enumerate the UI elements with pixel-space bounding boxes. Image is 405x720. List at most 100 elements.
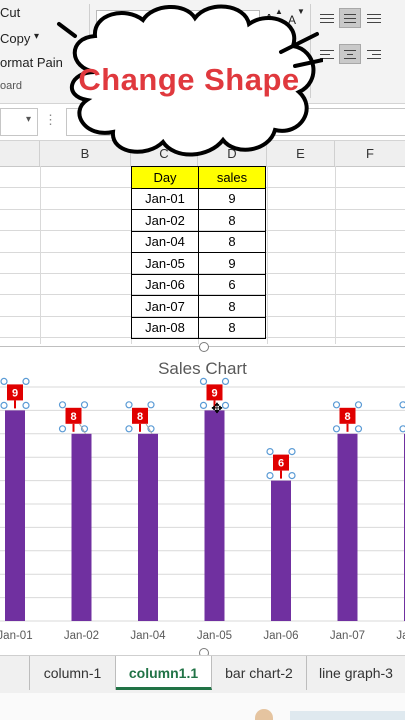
status-bar	[0, 693, 405, 720]
cut-button[interactable]: Cut	[0, 5, 21, 20]
tab-line-graph-3[interactable]: line graph-3	[319, 665, 393, 681]
chart-bar	[138, 433, 158, 621]
label-selection-handle	[266, 472, 274, 480]
sales-chart[interactable]: Sales Chart Jan-01 9 Jan-02 8 Jan-04 8 Jan-05 9…	[0, 342, 405, 658]
table-row: Jan-02 8	[131, 209, 266, 232]
data-label-text: 9	[12, 387, 18, 399]
taskbar-strip	[290, 711, 405, 720]
leader-line	[145, 423, 153, 435]
align-middle-button[interactable]	[339, 8, 361, 28]
label-selection-handle	[22, 401, 30, 410]
callout-spike	[279, 32, 319, 54]
chart-category-label: Jan-01	[0, 630, 33, 642]
copy-button[interactable]: Copy	[0, 31, 31, 46]
label-selection-handle	[0, 401, 8, 410]
chart-category-label: Jan-07	[330, 630, 365, 642]
table-header-day[interactable]: Day	[131, 166, 199, 189]
label-selection-handle	[399, 425, 405, 433]
sales-cell[interactable]: 8	[198, 316, 266, 339]
align-left-button[interactable]	[316, 44, 338, 64]
move-cursor-icon: ✥	[211, 400, 223, 416]
data-label-shape	[273, 454, 289, 471]
label-selection-handle	[332, 401, 341, 409]
chart-bar	[271, 480, 291, 621]
label-selection-handle	[22, 377, 30, 386]
table-row: Jan-04 8	[131, 230, 266, 253]
data-label-shape	[339, 407, 356, 424]
align-top-button[interactable]	[316, 8, 338, 28]
label-selection-handle	[221, 401, 230, 410]
clipboard-group-label: oard	[0, 80, 23, 92]
tab-column1-1[interactable]: column1.1	[116, 656, 212, 690]
callout-text: Change Shape	[78, 62, 300, 97]
day-cell[interactable]: Jan-02	[131, 209, 199, 232]
data-table: Day sales Jan-01 9 Jan-02 8 Jan-04 8 Jan-05…	[131, 166, 266, 339]
label-selection-handle	[266, 447, 274, 456]
sales-cell[interactable]: 6	[198, 273, 266, 296]
table-row: Jan-06 6	[131, 273, 266, 296]
copy-dropdown-icon[interactable]: ▾	[34, 31, 40, 42]
chart-title[interactable]: Sales Chart	[158, 359, 247, 378]
name-box-dropdown-icon[interactable]: ▾	[25, 114, 31, 125]
leader-line	[79, 423, 86, 435]
label-selection-handle	[125, 425, 133, 433]
select-all-corner[interactable]	[0, 141, 40, 166]
day-cell[interactable]: Jan-08	[131, 316, 199, 339]
chart-category-label: Jan-02	[64, 630, 99, 642]
data-label-shape	[65, 407, 82, 424]
ribbon-separator	[310, 4, 311, 98]
table-header-row: Day sales	[131, 166, 266, 189]
label-selection-handle	[125, 401, 133, 409]
formula-more-icon[interactable]: ⋮	[44, 112, 57, 127]
day-cell[interactable]: Jan-04	[131, 230, 199, 253]
decrease-font-arrow-icon: ▼	[297, 7, 305, 16]
data-label-text: 8	[344, 411, 350, 423]
callout-spike	[57, 22, 77, 38]
day-cell[interactable]: Jan-05	[131, 252, 199, 275]
label-selection-handle	[221, 377, 230, 386]
chart-category-label: Jan-06	[263, 630, 298, 642]
tab-scroll-area[interactable]	[0, 656, 30, 690]
column-header-e[interactable]: E	[267, 141, 335, 166]
sheet-tab-bar: column-1 column1.1 bar chart-2 line grap…	[0, 655, 405, 694]
day-cell[interactable]: Jan-06	[131, 273, 199, 296]
label-selection-handle	[288, 447, 296, 456]
data-label-text: 8	[137, 411, 143, 423]
name-box[interactable]: ▾	[0, 108, 38, 136]
sales-cell[interactable]: 9	[198, 187, 266, 210]
callout-spike	[293, 58, 323, 68]
decrease-font-size-button[interactable]: A	[288, 13, 297, 27]
table-row: Jan-08 8	[131, 316, 266, 339]
table-row: Jan-07 8	[131, 295, 266, 318]
sales-cell[interactable]: 8	[198, 209, 266, 232]
column-header-d[interactable]: D	[198, 141, 267, 166]
sales-cell[interactable]: 9	[198, 252, 266, 275]
data-label-text: 9	[211, 387, 217, 399]
chart-bar	[337, 433, 358, 621]
chart-plot-area[interactable]: Jan-01 9 Jan-02 8 Jan-04 8 Jan-05 9 Jan-06 6 Jan-0…	[0, 347, 405, 653]
data-label-text: 6	[278, 458, 284, 470]
label-selection-handle	[354, 401, 363, 409]
align-bottom-button[interactable]	[363, 8, 385, 28]
data-label-shape	[7, 384, 23, 401]
label-selection-handle	[199, 401, 208, 410]
day-cell[interactable]: Jan-07	[131, 295, 199, 318]
column-header-f[interactable]: F	[366, 146, 374, 161]
tab-bar-chart-2[interactable]: bar chart-2	[212, 656, 307, 690]
chart-resize-handle-top[interactable]	[199, 342, 209, 352]
align-center-button[interactable]	[339, 44, 361, 64]
day-cell[interactable]: Jan-01	[131, 187, 199, 210]
label-selection-handle	[80, 401, 89, 409]
avatar	[255, 709, 273, 720]
sales-cell[interactable]: 8	[198, 230, 266, 253]
table-header-sales[interactable]: sales	[198, 166, 266, 189]
column-header-b[interactable]: B	[40, 141, 131, 166]
format-painter-button[interactable]: ormat Pain	[0, 55, 63, 70]
sales-cell[interactable]: 8	[198, 295, 266, 318]
chart-bar	[71, 433, 92, 621]
tab-column-1[interactable]: column-1	[30, 656, 116, 690]
align-right-button[interactable]	[363, 44, 385, 64]
label-selection-handle	[58, 401, 67, 409]
data-label-shape	[206, 384, 223, 401]
label-selection-handle	[288, 472, 296, 480]
